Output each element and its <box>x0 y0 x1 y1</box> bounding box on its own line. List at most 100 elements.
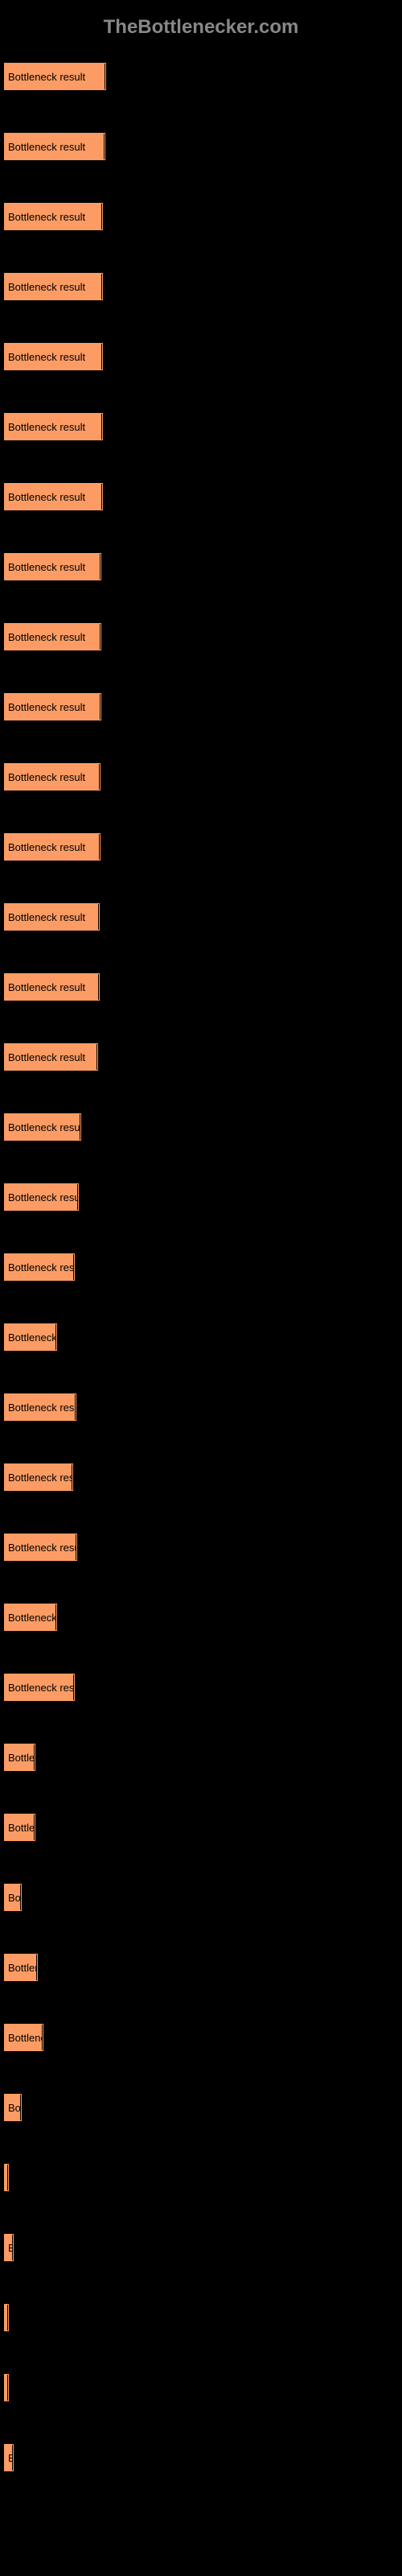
bar-row: Bottleneck result <box>4 1674 398 1701</box>
bar-row: Bottleneck result <box>4 2094 398 2121</box>
bar-label: Bottleneck result <box>8 1051 85 1063</box>
bar-row: Bottleneck result <box>4 763 398 791</box>
bar-label: Bottleneck result <box>8 1612 57 1624</box>
bar-row: Bottleneck result <box>4 1393 398 1421</box>
bar-row: Bottleneck result <box>4 1323 398 1351</box>
bottleneck-bar <box>4 2374 9 2401</box>
bottleneck-bar: Bottleneck result <box>4 833 100 861</box>
bar-label: Bottleneck result <box>8 1191 79 1203</box>
bottleneck-bar: Bottleneck result <box>4 1534 77 1561</box>
bottleneck-bar: Bottleneck result <box>4 1744 35 1771</box>
bar-row: Bottleneck result <box>4 1253 398 1281</box>
bar-label: Bottleneck result <box>8 841 85 853</box>
bar-row: Bottleneck result <box>4 413 398 440</box>
bar-row: Bottleneck result <box>4 973 398 1001</box>
bar-label: Bottleneck result <box>8 631 85 643</box>
bar-row: Bottleneck result <box>4 343 398 370</box>
bar-label: Bottleneck result <box>8 981 85 993</box>
bottleneck-bar: Bottleneck result <box>4 1183 79 1211</box>
bottleneck-chart: Bottleneck result Bottleneck result Bottle… <box>0 63 402 2471</box>
bar-row: Bottleneck result <box>4 273 398 300</box>
site-header: TheBottlenecker.com <box>0 8 402 63</box>
bar-label: Bottleneck result <box>8 1822 35 1834</box>
bottleneck-bar: Bottleneck result <box>4 203 103 230</box>
bar-row: Bottleneck result <box>4 1113 398 1141</box>
bar-row: Bottleneck result <box>4 2234 398 2261</box>
bar-label: Bottleneck result <box>8 71 85 83</box>
bar-row: Bottleneck result <box>4 2444 398 2471</box>
bottleneck-bar: Bottleneck result <box>4 693 101 720</box>
bottleneck-bar: Bottleneck result <box>4 973 100 1001</box>
bar-row: Bottleneck result <box>4 623 398 650</box>
bar-row: Bottleneck result <box>4 133 398 160</box>
bar-label: Bottleneck result <box>8 2452 14 2464</box>
bottleneck-bar: Bottleneck result <box>4 903 100 931</box>
bottleneck-bar: Bottleneck result <box>4 343 103 370</box>
bottleneck-bar: Bottleneck result <box>4 1043 98 1071</box>
bottleneck-bar: Bottleneck result <box>4 63 106 90</box>
bottleneck-bar: Bottleneck result <box>4 1814 35 1841</box>
bar-label: Bottleneck result <box>8 1121 81 1133</box>
bar-row: Bottleneck result <box>4 2024 398 2051</box>
bar-label: Bottleneck result <box>8 1892 22 1904</box>
bar-label: Bottleneck result <box>8 771 85 783</box>
bottleneck-bar: Bottleneck result <box>4 1253 75 1281</box>
bar-row: Bottleneck result <box>4 833 398 861</box>
bar-label: Bottleneck result <box>8 1962 38 1974</box>
bottleneck-bar: Bottleneck result <box>4 1393 76 1421</box>
bar-row: Bottleneck result <box>4 1463 398 1491</box>
bar-label: Bottleneck result <box>8 141 85 153</box>
bar-row: Bottleneck result <box>4 483 398 510</box>
bottleneck-bar: Bottleneck result <box>4 2234 14 2261</box>
bottleneck-bar: Bottleneck result <box>4 1954 38 1981</box>
bottleneck-bar: Bottleneck result <box>4 1884 22 1911</box>
bar-row: Bottleneck result <box>4 553 398 580</box>
bar-label: Bottleneck result <box>8 211 85 223</box>
bottleneck-bar: Bottleneck result <box>4 1323 57 1351</box>
bar-row: Bottleneck result <box>4 1043 398 1071</box>
bar-label: Bottleneck result <box>8 1261 75 1274</box>
bar-label: Bottleneck result <box>8 1472 73 1484</box>
bar-label: Bottleneck result <box>8 351 85 363</box>
bottleneck-bar: Bottleneck result <box>4 1113 81 1141</box>
bottleneck-bar: Bottleneck result <box>4 1674 75 1701</box>
bottleneck-bar: Bottleneck result <box>4 1604 57 1631</box>
bar-label: Bottleneck result <box>8 2172 9 2184</box>
bottleneck-bar: Bottleneck result <box>4 2094 22 2121</box>
bar-label: Bottleneck result <box>8 701 85 713</box>
bottleneck-bar: Bottleneck result <box>4 133 105 160</box>
bottleneck-bar: Bottleneck result <box>4 413 103 440</box>
bottleneck-bar: Bottleneck result <box>4 2304 9 2331</box>
bar-row: Bottleneck result <box>4 1183 398 1211</box>
bar-row: Bottleneck result <box>4 693 398 720</box>
bar-row: Bottleneck result <box>4 1884 398 1911</box>
bar-label: Bottleneck result <box>8 2312 9 2324</box>
bar-row: Bottleneck result <box>4 203 398 230</box>
bottleneck-bar: Bottleneck result <box>4 553 101 580</box>
bar-row: Bottleneck result <box>4 903 398 931</box>
bottleneck-bar: Bottleneck result <box>4 623 101 650</box>
bar-row: Bottleneck result <box>4 63 398 90</box>
bar-label: Bottleneck result <box>8 911 85 923</box>
bar-row: Bottleneck result <box>4 2304 398 2331</box>
bar-label: Bottleneck result <box>8 1752 35 1764</box>
bar-row <box>4 2374 398 2401</box>
bottleneck-bar: Bottleneck result <box>4 273 103 300</box>
bar-label: Bottleneck result <box>8 1331 57 1344</box>
bar-row: Bottleneck result <box>4 2164 398 2191</box>
bar-row: Bottleneck result <box>4 1954 398 1981</box>
bottleneck-bar: Bottleneck result <box>4 2164 9 2191</box>
bar-label: Bottleneck result <box>8 561 85 573</box>
bar-label: Bottleneck result <box>8 2242 14 2254</box>
bar-label: Bottleneck result <box>8 281 85 293</box>
bottleneck-bar: Bottleneck result <box>4 2444 14 2471</box>
bar-label: Bottleneck result <box>8 2102 22 2114</box>
bottleneck-bar: Bottleneck result <box>4 1463 73 1491</box>
bar-label: Bottleneck result <box>8 2032 43 2044</box>
bar-label: Bottleneck result <box>8 1402 76 1414</box>
bar-row: Bottleneck result <box>4 1814 398 1841</box>
bar-label: Bottleneck result <box>8 1542 77 1554</box>
bar-label: Bottleneck result <box>8 491 85 503</box>
bar-label: Bottleneck result <box>8 421 85 433</box>
bottleneck-bar: Bottleneck result <box>4 2024 43 2051</box>
